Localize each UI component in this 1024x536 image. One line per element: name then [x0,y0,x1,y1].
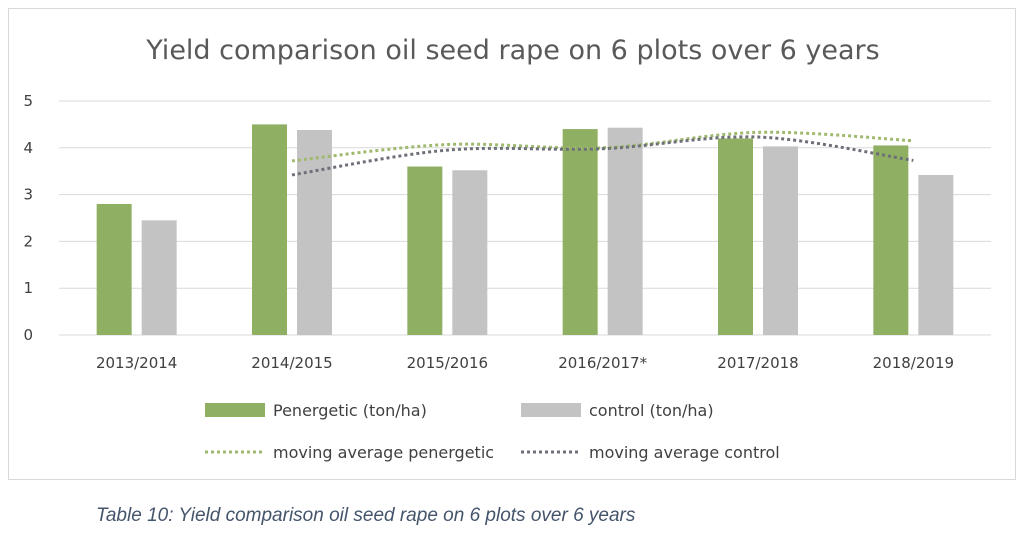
y-tick-label: 2 [23,232,33,250]
bar-control [607,127,643,336]
bar-penergetic [562,129,598,335]
legend-label: control (ton/ha) [589,401,714,420]
bar-control [297,130,332,335]
legend-swatch-control [521,403,581,417]
bar-penergetic [407,166,443,335]
trendline-control [291,135,914,177]
chart-title: Yield comparison oil seed rape on 6 plot… [145,35,879,66]
chart-frame: Yield comparison oil seed rape on 6 plot… [8,8,1016,480]
bar-control [763,146,798,335]
trendlines [291,130,914,177]
y-tick-label: 3 [23,186,33,204]
legend-label: moving average penergetic [273,443,494,462]
bar-control [452,170,488,335]
legend-label: Penergetic (ton/ha) [273,401,427,420]
figure-caption: Table 10: Yield comparison oil seed rape… [96,505,636,526]
bar-penergetic [252,124,287,336]
x-tick-label: 2016/2017* [558,354,647,372]
legend: Penergetic (ton/ha) control (ton/ha) movin… [205,401,780,462]
y-axis-ticks: 0 1 2 3 4 5 [23,92,33,344]
bar-control [918,174,954,335]
x-tick-label: 2013/2014 [96,354,177,372]
legend-swatch-penergetic [205,403,265,417]
y-tick-label: 0 [23,326,33,344]
legend-label: moving average control [589,443,780,462]
yield-chart: Yield comparison oil seed rape on 6 plot… [23,35,991,462]
x-tick-label: 2014/2015 [251,354,332,372]
y-tick-label: 4 [23,139,33,157]
x-tick-label: 2017/2018 [717,354,798,372]
trendline-penergetic [291,130,914,163]
x-axis-ticks: 2013/2014 2014/2015 2015/2016 2016/2017* 201… [96,354,954,372]
bars [96,124,954,336]
x-tick-label: 2018/2019 [873,354,954,372]
bar-penergetic [718,138,753,335]
bar-control [141,220,177,335]
bar-penergetic [873,145,909,335]
bar-penergetic [96,203,132,335]
y-tick-label: 1 [23,279,33,297]
x-tick-label: 2015/2016 [407,354,488,372]
y-tick-label: 5 [23,92,33,110]
